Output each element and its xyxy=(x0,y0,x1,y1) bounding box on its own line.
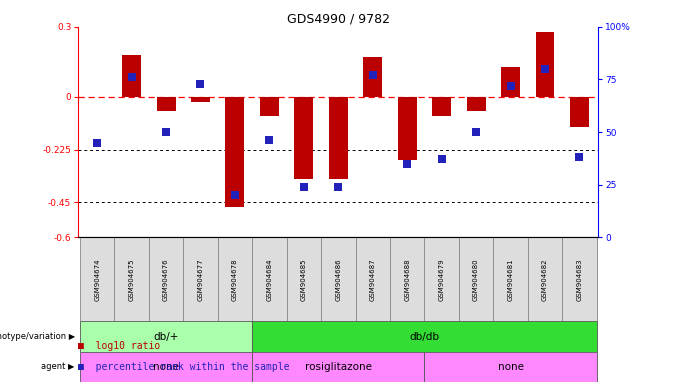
Bar xyxy=(114,237,149,321)
Bar xyxy=(363,57,382,97)
Text: GSM904683: GSM904683 xyxy=(577,258,583,301)
Bar xyxy=(252,237,287,321)
Bar xyxy=(191,97,210,102)
Point xyxy=(436,156,447,162)
Bar xyxy=(252,352,424,382)
Bar xyxy=(329,97,347,179)
Bar xyxy=(424,237,459,321)
Bar xyxy=(570,97,589,127)
Bar xyxy=(260,97,279,116)
Bar xyxy=(149,237,184,321)
Point xyxy=(574,154,585,161)
Bar xyxy=(252,321,596,352)
Bar xyxy=(459,237,493,321)
Bar xyxy=(218,237,252,321)
Point xyxy=(264,137,275,144)
Point xyxy=(92,139,103,146)
Point xyxy=(299,184,309,190)
Text: agent ▶: agent ▶ xyxy=(41,362,75,371)
Text: GSM904680: GSM904680 xyxy=(473,258,479,301)
Text: GSM904684: GSM904684 xyxy=(267,258,273,301)
Point xyxy=(367,72,378,78)
Text: GSM904681: GSM904681 xyxy=(507,258,513,301)
Bar xyxy=(184,237,218,321)
Text: none: none xyxy=(498,362,524,372)
Text: ■  percentile rank within the sample: ■ percentile rank within the sample xyxy=(78,362,290,372)
Text: genotype/variation ▶: genotype/variation ▶ xyxy=(0,332,75,341)
Point xyxy=(471,129,481,135)
Text: GSM904686: GSM904686 xyxy=(335,258,341,301)
Title: GDS4990 / 9782: GDS4990 / 9782 xyxy=(287,13,390,26)
Text: none: none xyxy=(153,362,179,372)
Bar xyxy=(226,97,244,207)
Bar xyxy=(294,97,313,179)
Bar xyxy=(432,97,451,116)
Text: GSM904676: GSM904676 xyxy=(163,258,169,301)
Text: db/+: db/+ xyxy=(154,331,179,341)
Point xyxy=(230,192,241,198)
Bar xyxy=(356,237,390,321)
Text: GSM904674: GSM904674 xyxy=(94,258,100,301)
Point xyxy=(402,161,413,167)
Bar xyxy=(466,97,486,111)
Text: GSM904677: GSM904677 xyxy=(197,258,203,301)
Point xyxy=(539,66,550,72)
Point xyxy=(505,83,516,89)
Bar xyxy=(562,237,596,321)
Text: GSM904678: GSM904678 xyxy=(232,258,238,301)
Bar xyxy=(528,237,562,321)
Point xyxy=(126,74,137,80)
Point xyxy=(160,129,171,135)
Text: ■  log10 ratio: ■ log10 ratio xyxy=(78,341,160,351)
Bar xyxy=(398,97,417,160)
Text: GSM904679: GSM904679 xyxy=(439,258,445,301)
Text: GSM904688: GSM904688 xyxy=(404,258,410,301)
Bar xyxy=(80,352,252,382)
Text: db/db: db/db xyxy=(409,331,439,341)
Text: GSM904682: GSM904682 xyxy=(542,258,548,301)
Text: rosiglitazone: rosiglitazone xyxy=(305,362,372,372)
Bar xyxy=(536,31,554,97)
Text: GSM904687: GSM904687 xyxy=(370,258,376,301)
Point xyxy=(195,81,206,87)
Text: GSM904685: GSM904685 xyxy=(301,258,307,301)
Bar xyxy=(80,237,114,321)
Bar xyxy=(80,321,252,352)
Bar xyxy=(501,66,520,97)
Bar xyxy=(156,97,175,111)
Point xyxy=(333,184,343,190)
Bar xyxy=(424,352,596,382)
Bar xyxy=(493,237,528,321)
Text: GSM904675: GSM904675 xyxy=(129,258,135,301)
Bar xyxy=(287,237,321,321)
Bar xyxy=(321,237,356,321)
Bar xyxy=(390,237,424,321)
Bar xyxy=(122,55,141,97)
